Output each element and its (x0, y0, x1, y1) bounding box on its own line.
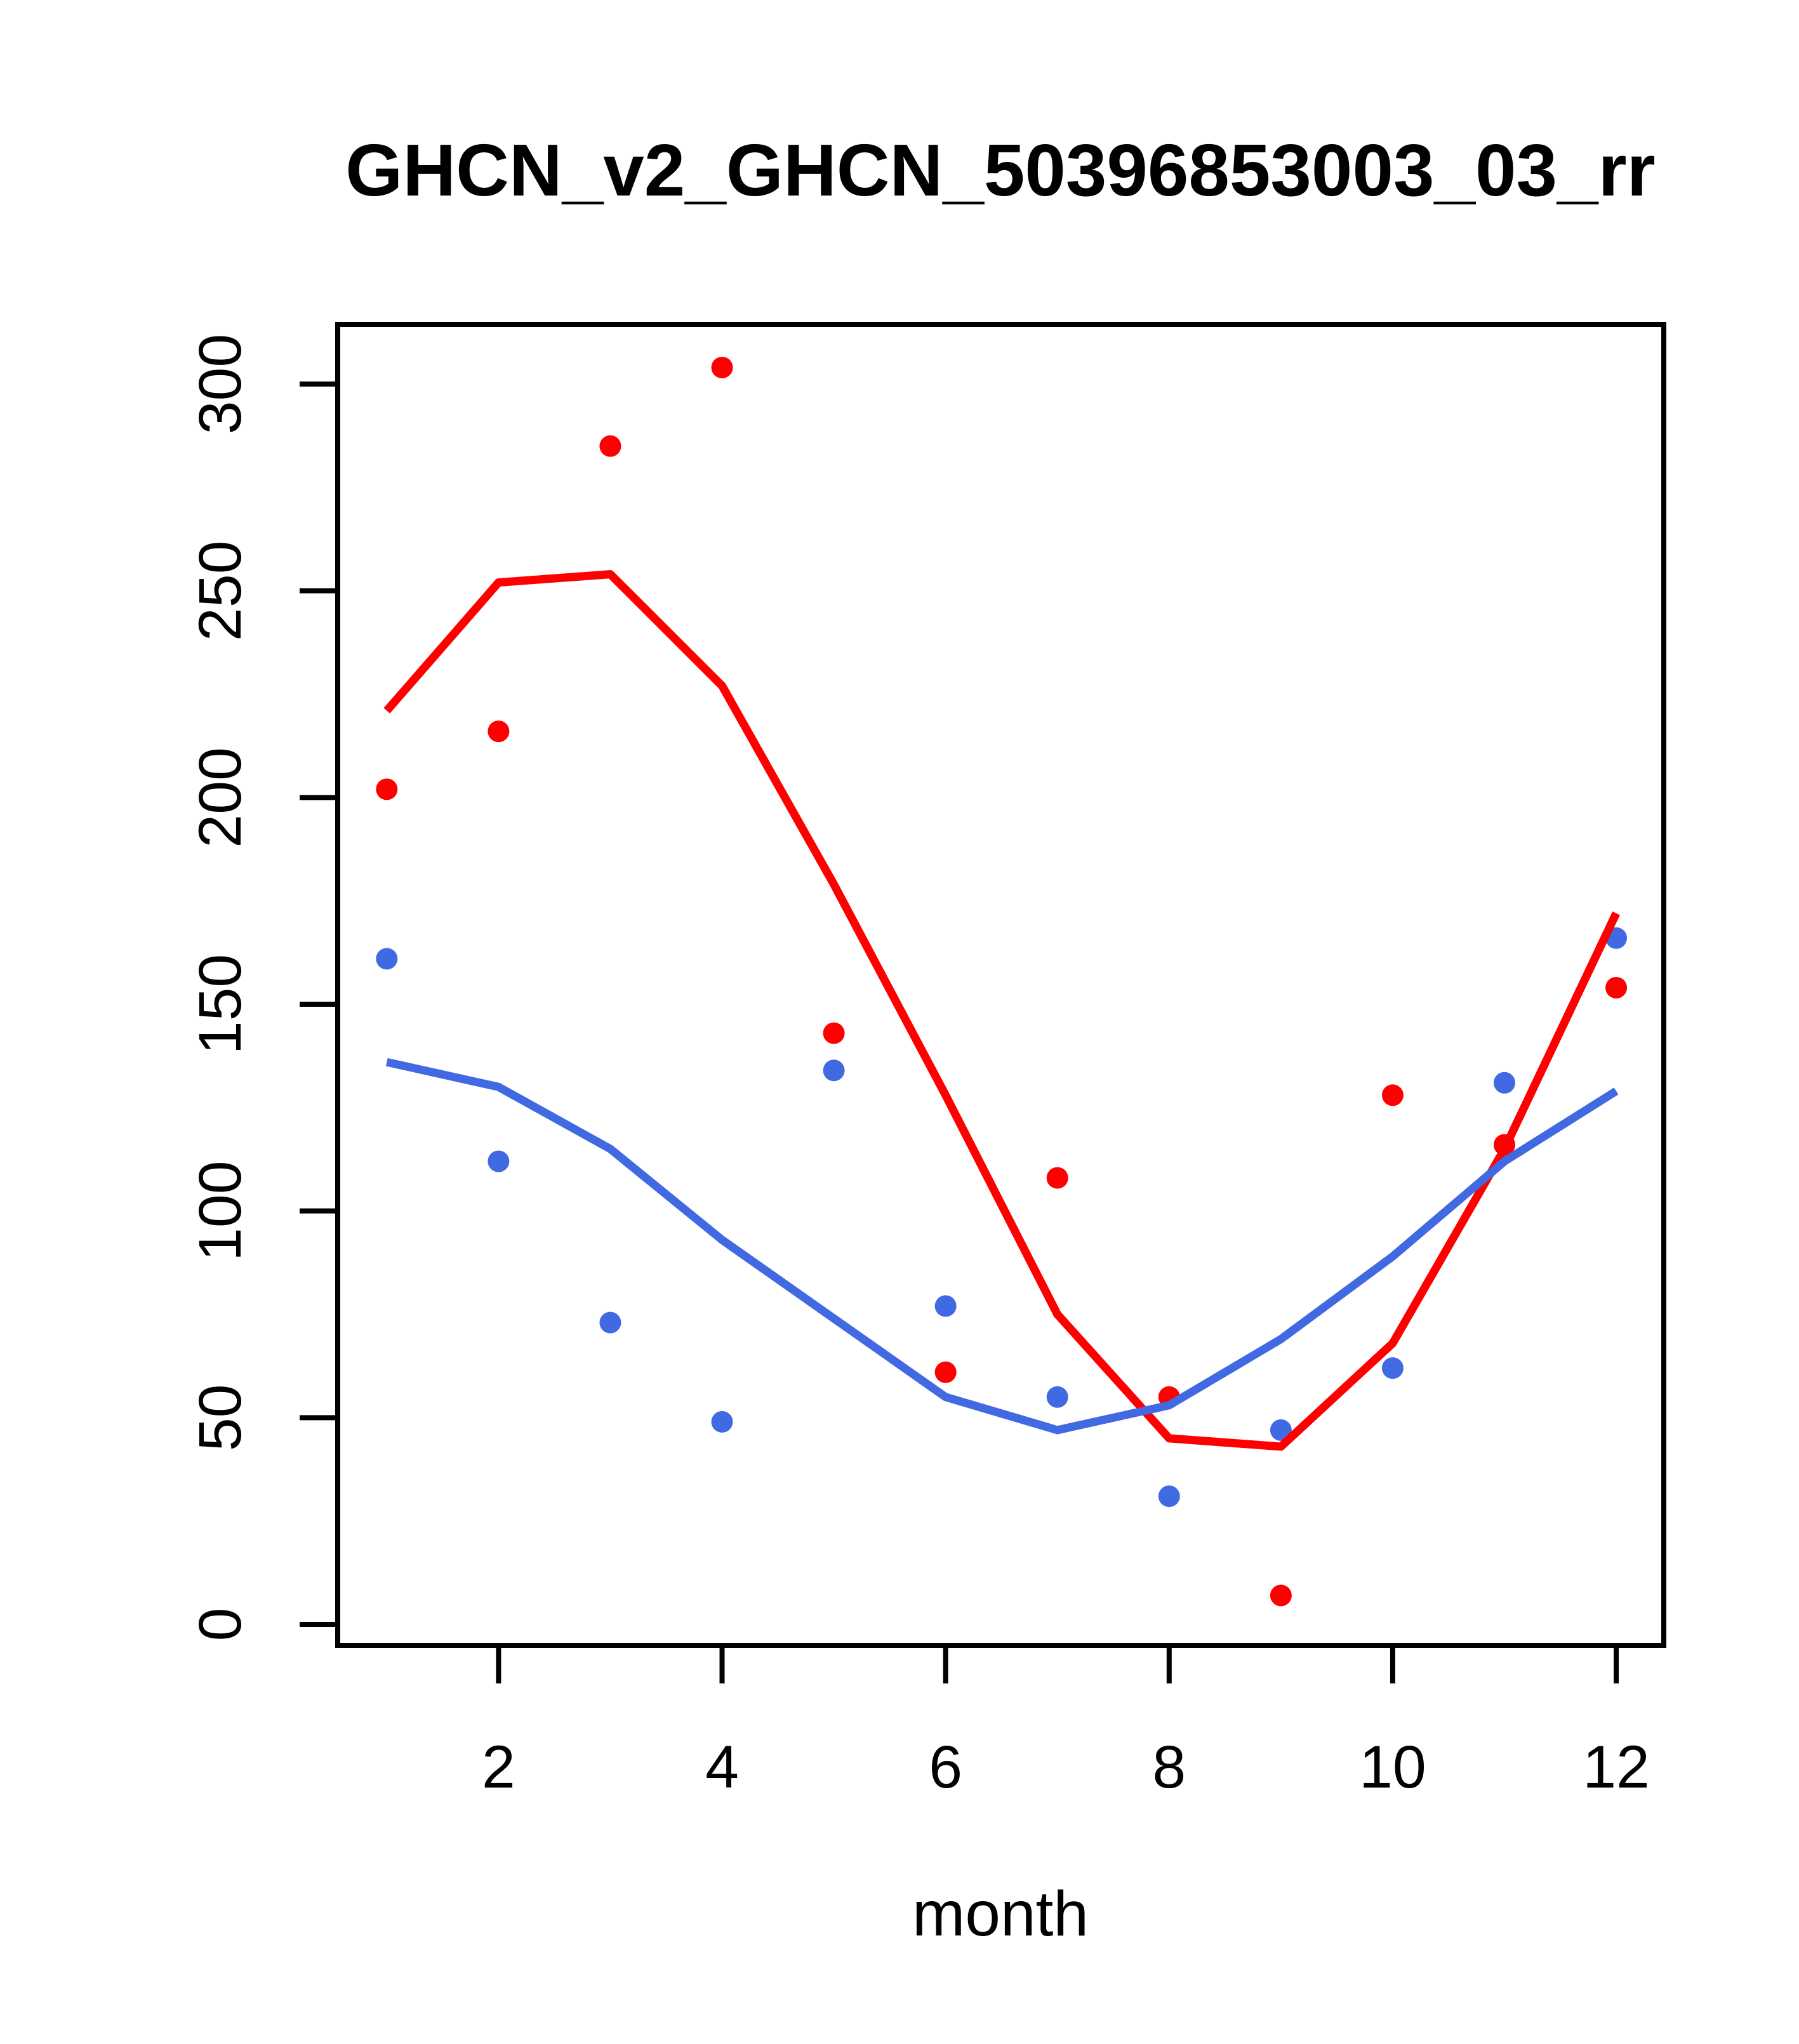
blue-point (1381, 1357, 1404, 1379)
x-tick-label: 12 (1583, 1734, 1650, 1801)
red-point (1381, 1084, 1404, 1106)
red-point (488, 720, 510, 743)
y-tick-label: 300 (187, 334, 254, 435)
red-point (711, 356, 733, 378)
y-tick-label: 150 (187, 954, 254, 1055)
rplot-figure: GHCN_v2_GHCN_50396853003_03_rr 0 50 100 150… (25, 10, 1799, 2034)
red-point (376, 778, 398, 800)
blue-smooth-line (385, 1058, 1619, 1435)
chart-canvas: GHCN_v2_GHCN_50396853003_03_rr 0 50 100 150… (187, 129, 1666, 1949)
red-point (1046, 1167, 1068, 1189)
blue-point (1270, 1419, 1292, 1441)
y-tick-label: 200 (187, 747, 254, 848)
plot-box (335, 322, 1666, 1648)
red-point (1605, 976, 1628, 999)
red-smooth-line (383, 570, 1620, 1451)
y-tick-label: 100 (187, 1160, 254, 1261)
x-tick-label: 2 (482, 1734, 515, 1801)
y-tick-label: 50 (187, 1384, 254, 1451)
blue-point (711, 1410, 733, 1433)
plot-area: 0 50 100 150 200 250 300 2 4 6 8 10 12 (187, 322, 1666, 1801)
blue-point (934, 1295, 957, 1317)
x-tick-label: 8 (1152, 1734, 1186, 1801)
red-point (934, 1361, 957, 1383)
x-axis-label: month (912, 1878, 1089, 1949)
y-tick-label: 0 (187, 1608, 254, 1642)
red-point (823, 1022, 845, 1044)
chart-title: GHCN_v2_GHCN_50396853003_03_rr (345, 129, 1656, 211)
x-tick-label: 6 (929, 1734, 962, 1801)
blue-point (599, 1311, 621, 1334)
x-tick-label: 4 (705, 1734, 739, 1801)
x-tick-label: 10 (1359, 1734, 1426, 1801)
y-tick-label: 250 (187, 540, 254, 641)
blue-point (488, 1150, 510, 1172)
red-point (599, 435, 621, 457)
blue-point (823, 1059, 845, 1082)
red-point (1270, 1584, 1292, 1607)
blue-point (1046, 1386, 1068, 1408)
blue-point (376, 948, 398, 970)
blue-point (1158, 1485, 1180, 1508)
blue-point (1494, 1072, 1515, 1094)
